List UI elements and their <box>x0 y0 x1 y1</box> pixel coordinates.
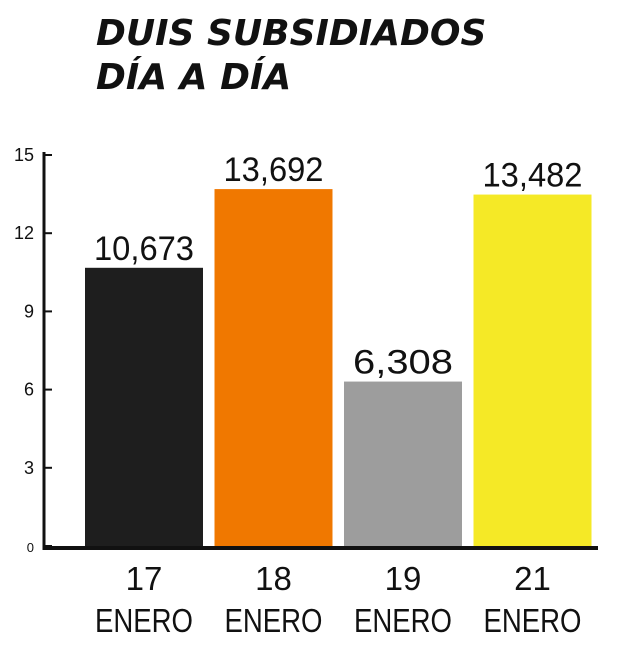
value-label: 6,308 <box>353 344 453 382</box>
chart-title-line-1: DUIS SUBSIDIADOS <box>96 13 487 54</box>
y-tick-label: 9 <box>24 301 34 321</box>
x-tick-label-month: ENERO <box>95 602 193 639</box>
x-tick-label-day: 19 <box>385 560 422 597</box>
x-tick-label-day: 17 <box>126 560 163 597</box>
x-tick-label-day: 18 <box>255 560 292 597</box>
value-label: 10,673 <box>94 230 194 268</box>
y-tick-label: 0 <box>27 540 34 555</box>
bar-0 <box>85 267 203 546</box>
x-tick-label-day: 21 <box>514 560 551 597</box>
chart-title: DUIS SUBSIDIADOS DÍA A DÍA <box>96 12 486 100</box>
x-tick-label-month: ENERO <box>354 602 452 639</box>
y-tick-label: 6 <box>24 380 34 400</box>
y-tick-label: 15 <box>14 145 34 165</box>
bar-3 <box>473 194 592 546</box>
bar-1 <box>214 189 333 546</box>
x-tick-label-month: ENERO <box>484 602 582 639</box>
value-label: 13,692 <box>224 151 324 189</box>
chart-title-line-2: DÍA A DÍA <box>96 57 292 98</box>
y-tick-label: 12 <box>14 223 34 243</box>
y-tick-label: 3 <box>24 458 34 478</box>
value-label: 13,482 <box>483 157 583 195</box>
bar-2 <box>344 381 462 546</box>
x-tick-label-month: ENERO <box>225 602 323 639</box>
